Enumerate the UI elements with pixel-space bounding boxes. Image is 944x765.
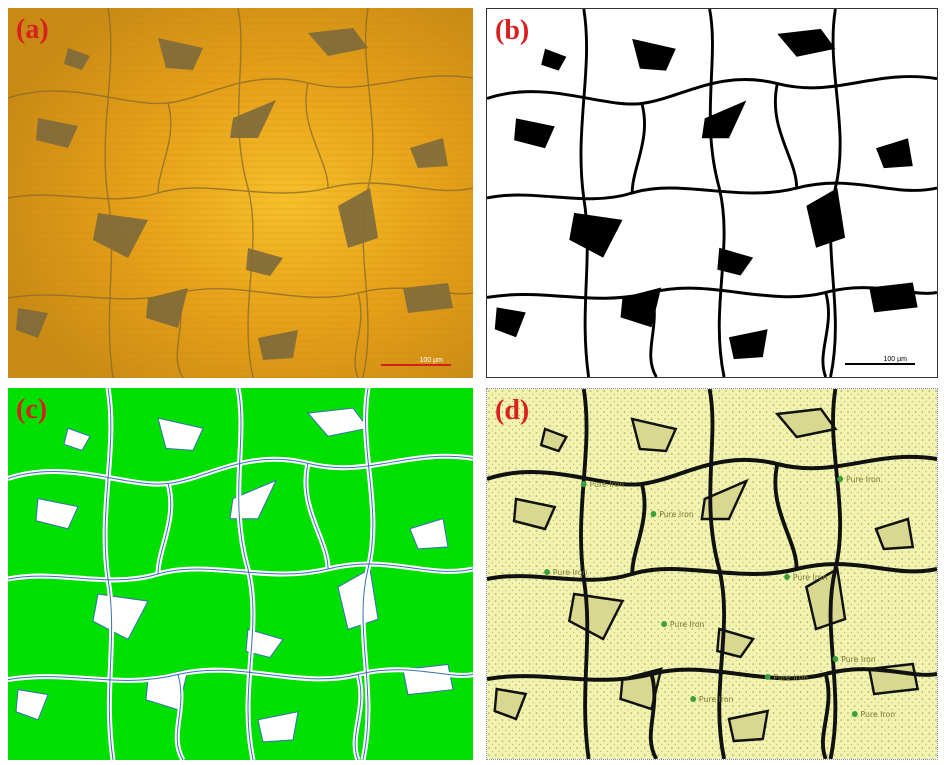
panel-d-phase-map: (d) Pure Iron Pure Iron Pure Iron Pure I…: [486, 388, 938, 760]
svg-text:Pure Iron: Pure Iron: [590, 480, 625, 489]
phase-tag-8: Pure Iron: [690, 695, 734, 704]
svg-text:Pure Iron: Pure Iron: [553, 568, 588, 577]
phase-tag-3: Pure Iron: [544, 568, 587, 577]
phase-tag-9: Pure Iron: [851, 710, 896, 719]
svg-text:Pure Iron: Pure Iron: [699, 695, 734, 704]
phase-tag-2: Pure Iron: [650, 510, 694, 519]
scale-bar-b: 100 µm: [845, 353, 915, 367]
svg-text:Pure Iron: Pure Iron: [841, 655, 876, 664]
phase-tag-6: Pure Iron: [832, 655, 876, 664]
phase-tag-5: Pure Iron: [661, 620, 704, 629]
phase-tag-4: Pure Iron: [784, 573, 827, 582]
segmented-image: [8, 388, 473, 760]
phase-tag-1: Pure Iron: [580, 480, 625, 489]
svg-text:Pure Iron: Pure Iron: [861, 710, 896, 719]
svg-text:Pure Iron: Pure Iron: [670, 620, 705, 629]
scale-bar-a: 100 µm: [381, 354, 451, 368]
panel-label-a: (a): [16, 14, 49, 45]
svg-text:Pure Iron: Pure Iron: [773, 673, 808, 682]
svg-text:Pure Iron: Pure Iron: [659, 510, 694, 519]
svg-text:Pure Iron: Pure Iron: [846, 475, 881, 484]
panel-label-d: (d): [495, 395, 530, 426]
panel-label-b: (b): [495, 15, 530, 46]
panel-c-segmented: (c): [8, 388, 473, 760]
panel-label-c: (c): [16, 394, 48, 425]
binary-image: [487, 9, 937, 377]
phase-tag-7: Pure Iron: [764, 673, 808, 682]
micrograph-image: [8, 8, 473, 378]
panel-a-micrograph: (a) 100 µm: [8, 8, 473, 378]
panel-b-binary: (b) 100 µm: [486, 8, 938, 378]
phase-map-image: Pure Iron Pure Iron Pure Iron Pure Iron …: [487, 389, 937, 759]
svg-text:Pure Iron: Pure Iron: [793, 573, 828, 582]
phase-tag-10: Pure Iron: [837, 475, 881, 484]
